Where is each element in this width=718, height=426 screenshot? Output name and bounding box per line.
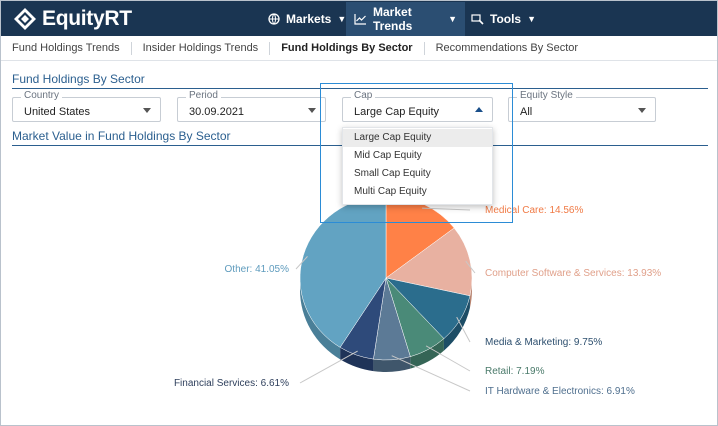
country-value: United States <box>24 106 91 118</box>
equity-style-value: All <box>520 106 533 118</box>
chart-title: Market Value in Fund Holdings By Sector <box>12 129 231 143</box>
period-label: Period <box>186 90 221 101</box>
section-title: Fund Holdings By Sector <box>12 72 145 86</box>
period-value: 30.09.2021 <box>189 106 245 118</box>
globe-icon <box>268 13 280 25</box>
equity-style-label: Equity Style <box>517 90 576 101</box>
nav-market-trends[interactable]: Market Trends ▼ <box>346 2 465 36</box>
pie-label-connector <box>295 256 308 270</box>
sub-tab-bar: Fund Holdings Trends Insider Holdings Tr… <box>1 37 717 61</box>
pie-data-label: Other: 41.05% <box>225 264 290 275</box>
cap-option-mid[interactable]: Mid Cap Equity <box>354 150 422 161</box>
pie-data-label: Computer Software & Services: 13.93% <box>485 268 661 279</box>
pie-slice-side-1 <box>469 278 472 308</box>
chevron-down-icon: ▼ <box>527 14 537 24</box>
period-select[interactable]: Period 30.09.2021 <box>177 90 326 122</box>
nav-tools-label: Tools <box>490 12 522 26</box>
tab-fund-holdings-by-sector[interactable]: Fund Holdings By Sector <box>270 42 425 55</box>
tools-icon <box>471 13 484 25</box>
nav-market-trends-label: Market Trends <box>373 5 413 33</box>
nav-markets-label: Markets <box>286 12 332 26</box>
equityrt-logo[interactable]: EquityRT <box>13 6 132 32</box>
country-label: Country <box>21 90 63 101</box>
cap-option-multi[interactable]: Multi Cap Equity <box>354 186 427 197</box>
chevron-down-icon: ▼ <box>337 14 347 24</box>
chevron-up-icon <box>475 107 483 112</box>
cap-label: Cap <box>351 90 376 101</box>
chevron-down-icon: ▼ <box>448 14 457 24</box>
pie-label-connector <box>422 207 471 211</box>
cap-option-small[interactable]: Small Cap Equity <box>354 168 431 179</box>
pie-label-connector <box>465 260 476 274</box>
pie-label-connector <box>299 350 358 384</box>
pie-slice-side-5 <box>340 347 374 372</box>
cap-dropdown-focus-outline <box>320 83 513 223</box>
line-chart-icon <box>354 13 367 25</box>
tab-insider-holdings-trends[interactable]: Insider Holdings Trends <box>132 42 271 55</box>
cap-option-large[interactable]: Large Cap Equity <box>343 129 492 147</box>
country-select[interactable]: Country United States <box>12 90 161 122</box>
cap-dropdown-menu: Large Cap Equity Mid Cap Equity Small Ca… <box>342 127 493 205</box>
brand-name: EquityRT <box>42 7 132 30</box>
pie-data-label: Financial Services: 6.61% <box>174 378 289 389</box>
top-navigation-bar: EquityRT Markets ▼ Market Trends ▼ Tools… <box>1 1 717 36</box>
pie-slice-side-6 <box>300 278 341 360</box>
nav-tools[interactable]: Tools ▼ <box>463 2 544 36</box>
tab-recommendations-by-sector[interactable]: Recommendations By Sector <box>435 42 579 54</box>
pie-slice-side-2 <box>443 295 470 351</box>
pie-slice-computer-software-services[interactable] <box>385 227 473 297</box>
pie-label-connector <box>456 316 471 343</box>
nav-markets[interactable]: Markets ▼ <box>260 2 354 36</box>
pie-label-connector <box>425 345 471 372</box>
equityrt-logo-icon <box>14 8 36 30</box>
chevron-down-icon <box>638 108 646 113</box>
pie-data-label: Retail: 7.19% <box>485 366 545 377</box>
tab-fund-holdings-trends[interactable]: Fund Holdings Trends <box>1 42 132 55</box>
pie-label-connector <box>391 355 471 392</box>
pie-data-label: Medical Care: 14.56% <box>485 205 583 216</box>
cap-value: Large Cap Equity <box>354 106 439 118</box>
section-divider <box>12 88 708 89</box>
cap-select[interactable]: Cap Large Cap Equity <box>342 90 493 122</box>
pie-data-label: IT Hardware & Electronics: 6.91% <box>485 386 635 397</box>
chevron-down-icon <box>308 108 316 113</box>
equity-style-select[interactable]: Equity Style All <box>508 90 656 122</box>
pie-slice-side-3 <box>410 338 444 369</box>
pie-data-label: Media & Marketing: 9.75% <box>485 337 602 348</box>
chevron-down-icon <box>143 108 151 113</box>
